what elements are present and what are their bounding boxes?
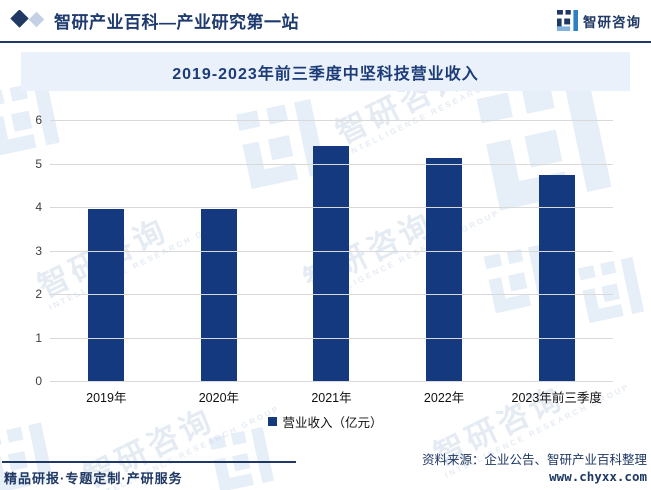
bar-slot — [163, 120, 276, 381]
y-axis-tick-label: 1 — [35, 330, 42, 345]
gridline — [50, 207, 613, 208]
corner-logo-text: 智研咨询 — [583, 14, 641, 30]
gridline — [50, 163, 613, 165]
zhiyan-logo-icon — [557, 10, 578, 31]
footer-divider — [2, 461, 296, 463]
data-source-note: 资料来源：企业公告、智研产业百科整理 — [421, 453, 647, 467]
bar-2022年 — [426, 158, 463, 381]
gridline — [50, 294, 613, 295]
y-axis: 0 1 2 3 4 5 6 — [0, 113, 42, 388]
legend-swatch — [268, 417, 278, 426]
gridline — [50, 381, 613, 382]
brand-title: 智研产业百科—产业研究第一站 — [54, 13, 299, 32]
legend-label: 营业收入（亿元） — [282, 416, 383, 430]
chart-title-banner: 2019-2023年前三季度中坚科技营业收入 — [21, 52, 630, 91]
y-axis-tick-label: 5 — [35, 156, 42, 171]
gridline — [50, 120, 613, 121]
x-axis-label: 2022年 — [423, 391, 465, 405]
bar-slot — [388, 120, 501, 381]
y-axis-tick-label: 2 — [35, 287, 42, 301]
bar-2019年 — [88, 209, 125, 381]
y-axis-tick-label: 3 — [35, 243, 42, 258]
header: 智研产业百科—产业研究第一站 智研咨询 — [0, 0, 651, 43]
corner-logo: 智研咨询 — [557, 10, 641, 31]
gridline — [50, 250, 613, 252]
x-axis-label: 2021年 — [311, 391, 352, 405]
x-axis-label: 2020年 — [198, 391, 240, 405]
footer-services-tagline: 精品研报·专题定制·产研服务 — [4, 471, 183, 486]
y-axis-tick-label: 0 — [35, 374, 42, 388]
website-url: www.chyxx.com — [549, 469, 647, 484]
bars — [50, 120, 613, 381]
brand-diamond-icon — [10, 9, 45, 28]
y-axis-tick-label: 4 — [35, 200, 42, 214]
y-axis-tick-label: 6 — [35, 113, 42, 127]
x-axis-label: 2019年 — [86, 391, 127, 405]
chart-title: 2019-2023年前三季度中坚科技营业收入 — [172, 65, 479, 83]
bar-slot — [50, 120, 163, 381]
x-axis: 2019年 2020年 2021年 2022年 2023年前三季度 — [50, 387, 613, 406]
bar-2020年 — [200, 209, 237, 381]
bar-2021年 — [313, 146, 350, 381]
plot-area — [50, 120, 613, 382]
legend: 营业收入（亿元） — [0, 412, 651, 431]
x-axis-label: 2023年前三季度 — [511, 391, 602, 405]
gridline — [50, 337, 613, 339]
bar-slot — [275, 120, 388, 381]
